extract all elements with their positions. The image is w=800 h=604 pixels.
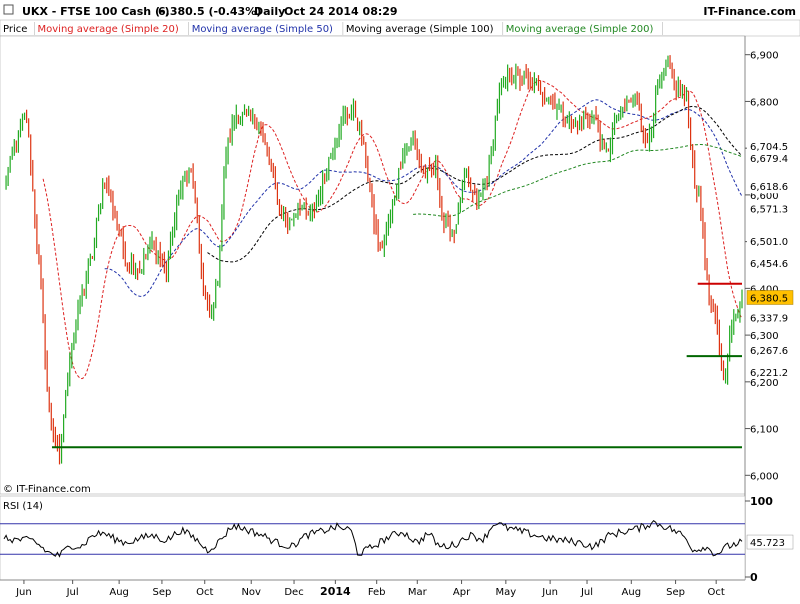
last-price-badge [746,290,794,305]
axis-value-label: 6,679.4 [750,154,788,165]
x-tick-label: Oct [196,587,213,598]
price-tick-label: 6,200 [750,378,779,389]
watermark: © IT-Finance.com [3,484,91,495]
legend-bar: Price Moving average (Simple 20) Moving av… [0,19,800,37]
sma-50-line [104,99,743,297]
x-tick-label: Feb [368,587,386,598]
x-tick-label: Sep [153,587,172,598]
symbol-title: UKX - FTSE 100 Cash (-) [22,5,170,18]
price-tick-label: 6,600 [750,191,779,202]
legend-item-0[interactable]: Price [3,24,27,35]
axis-value-label: 6,267.6 [750,346,788,357]
axis-value-label: 6,221.2 [750,368,788,379]
rsi-last-value: 45.723 [750,538,785,549]
legend-item-3[interactable]: Moving average (Simple 100) [346,24,494,35]
x-tick-label: 2014 [320,585,351,598]
x-tick-label: Mar [408,587,428,598]
axis-value-label: 6,704.5 [750,142,788,153]
axis-label-bg [747,139,793,154]
x-tick-label: Oct [708,587,725,598]
brand-label: IT-Finance.com [703,5,796,18]
timeframe-label: Daily [254,5,285,18]
price-tick-label: 6,400 [750,284,779,295]
rsi-tick-label: 0 [750,571,758,584]
axis-label-bg [747,179,793,194]
axis-value-label: 6,571.3 [750,204,788,215]
legend-item-1[interactable]: Moving average (Simple 20) [38,24,179,35]
axis-label-bg [747,150,793,165]
x-tick-label: Jun [15,587,32,598]
rsi-label: RSI (14) [3,501,43,512]
sma-20-line [42,79,743,380]
x-tick-label: Dec [284,587,303,598]
axis-label-bg [747,201,793,216]
price-quote: 6,380.5 (-0.43%) [158,5,261,18]
axis-label-bg [747,310,793,325]
axis-label-bg [747,255,793,270]
rsi-line [3,520,743,558]
x-tick-label: Jul [66,587,79,598]
axis-label-bg [747,343,793,358]
axis-label-bg [747,234,793,249]
rsi-panel [0,495,746,581]
price-tick-label: 6,000 [750,471,779,482]
sma-100-line [207,105,743,263]
x-tick-label: Aug [109,587,129,598]
x-tick-label: May [495,587,516,598]
x-tick-label: Aug [622,587,642,598]
x-tick-label: Nov [241,587,261,598]
price-tick-label: 6,800 [750,97,779,108]
price-tick-label: 6,300 [750,331,779,342]
axis-value-label: 6,454.6 [750,259,788,270]
price-tick-label: 6,900 [750,51,779,62]
axis-label-bg [747,364,793,379]
axis-value-label: 6,501.0 [750,237,788,248]
price-tick-label: 6,100 [750,425,779,436]
legend-item-4[interactable]: Moving average (Simple 200) [506,24,654,35]
axis-value-label: 6,618.6 [750,182,788,193]
rsi-tick-label: 100 [750,495,773,508]
rsi-value-badge [746,534,794,550]
axis-value-label: 6,380.5 [750,293,788,304]
axis-value-label: 6,337.9 [750,313,788,324]
x-tick-label: Jun [541,587,558,598]
x-tick-label: Sep [666,587,685,598]
sma-200-line [413,143,743,217]
legend-item-2[interactable]: Moving average (Simple 50) [192,24,333,35]
datetime-label: Oct 24 2014 08:29 [284,5,398,18]
x-tick-label: Jul [580,587,593,598]
x-tick-label: Apr [453,587,471,598]
title-bar: UKX - FTSE 100 Cash (-) 6,380.5 (-0.43%)… [0,0,800,20]
